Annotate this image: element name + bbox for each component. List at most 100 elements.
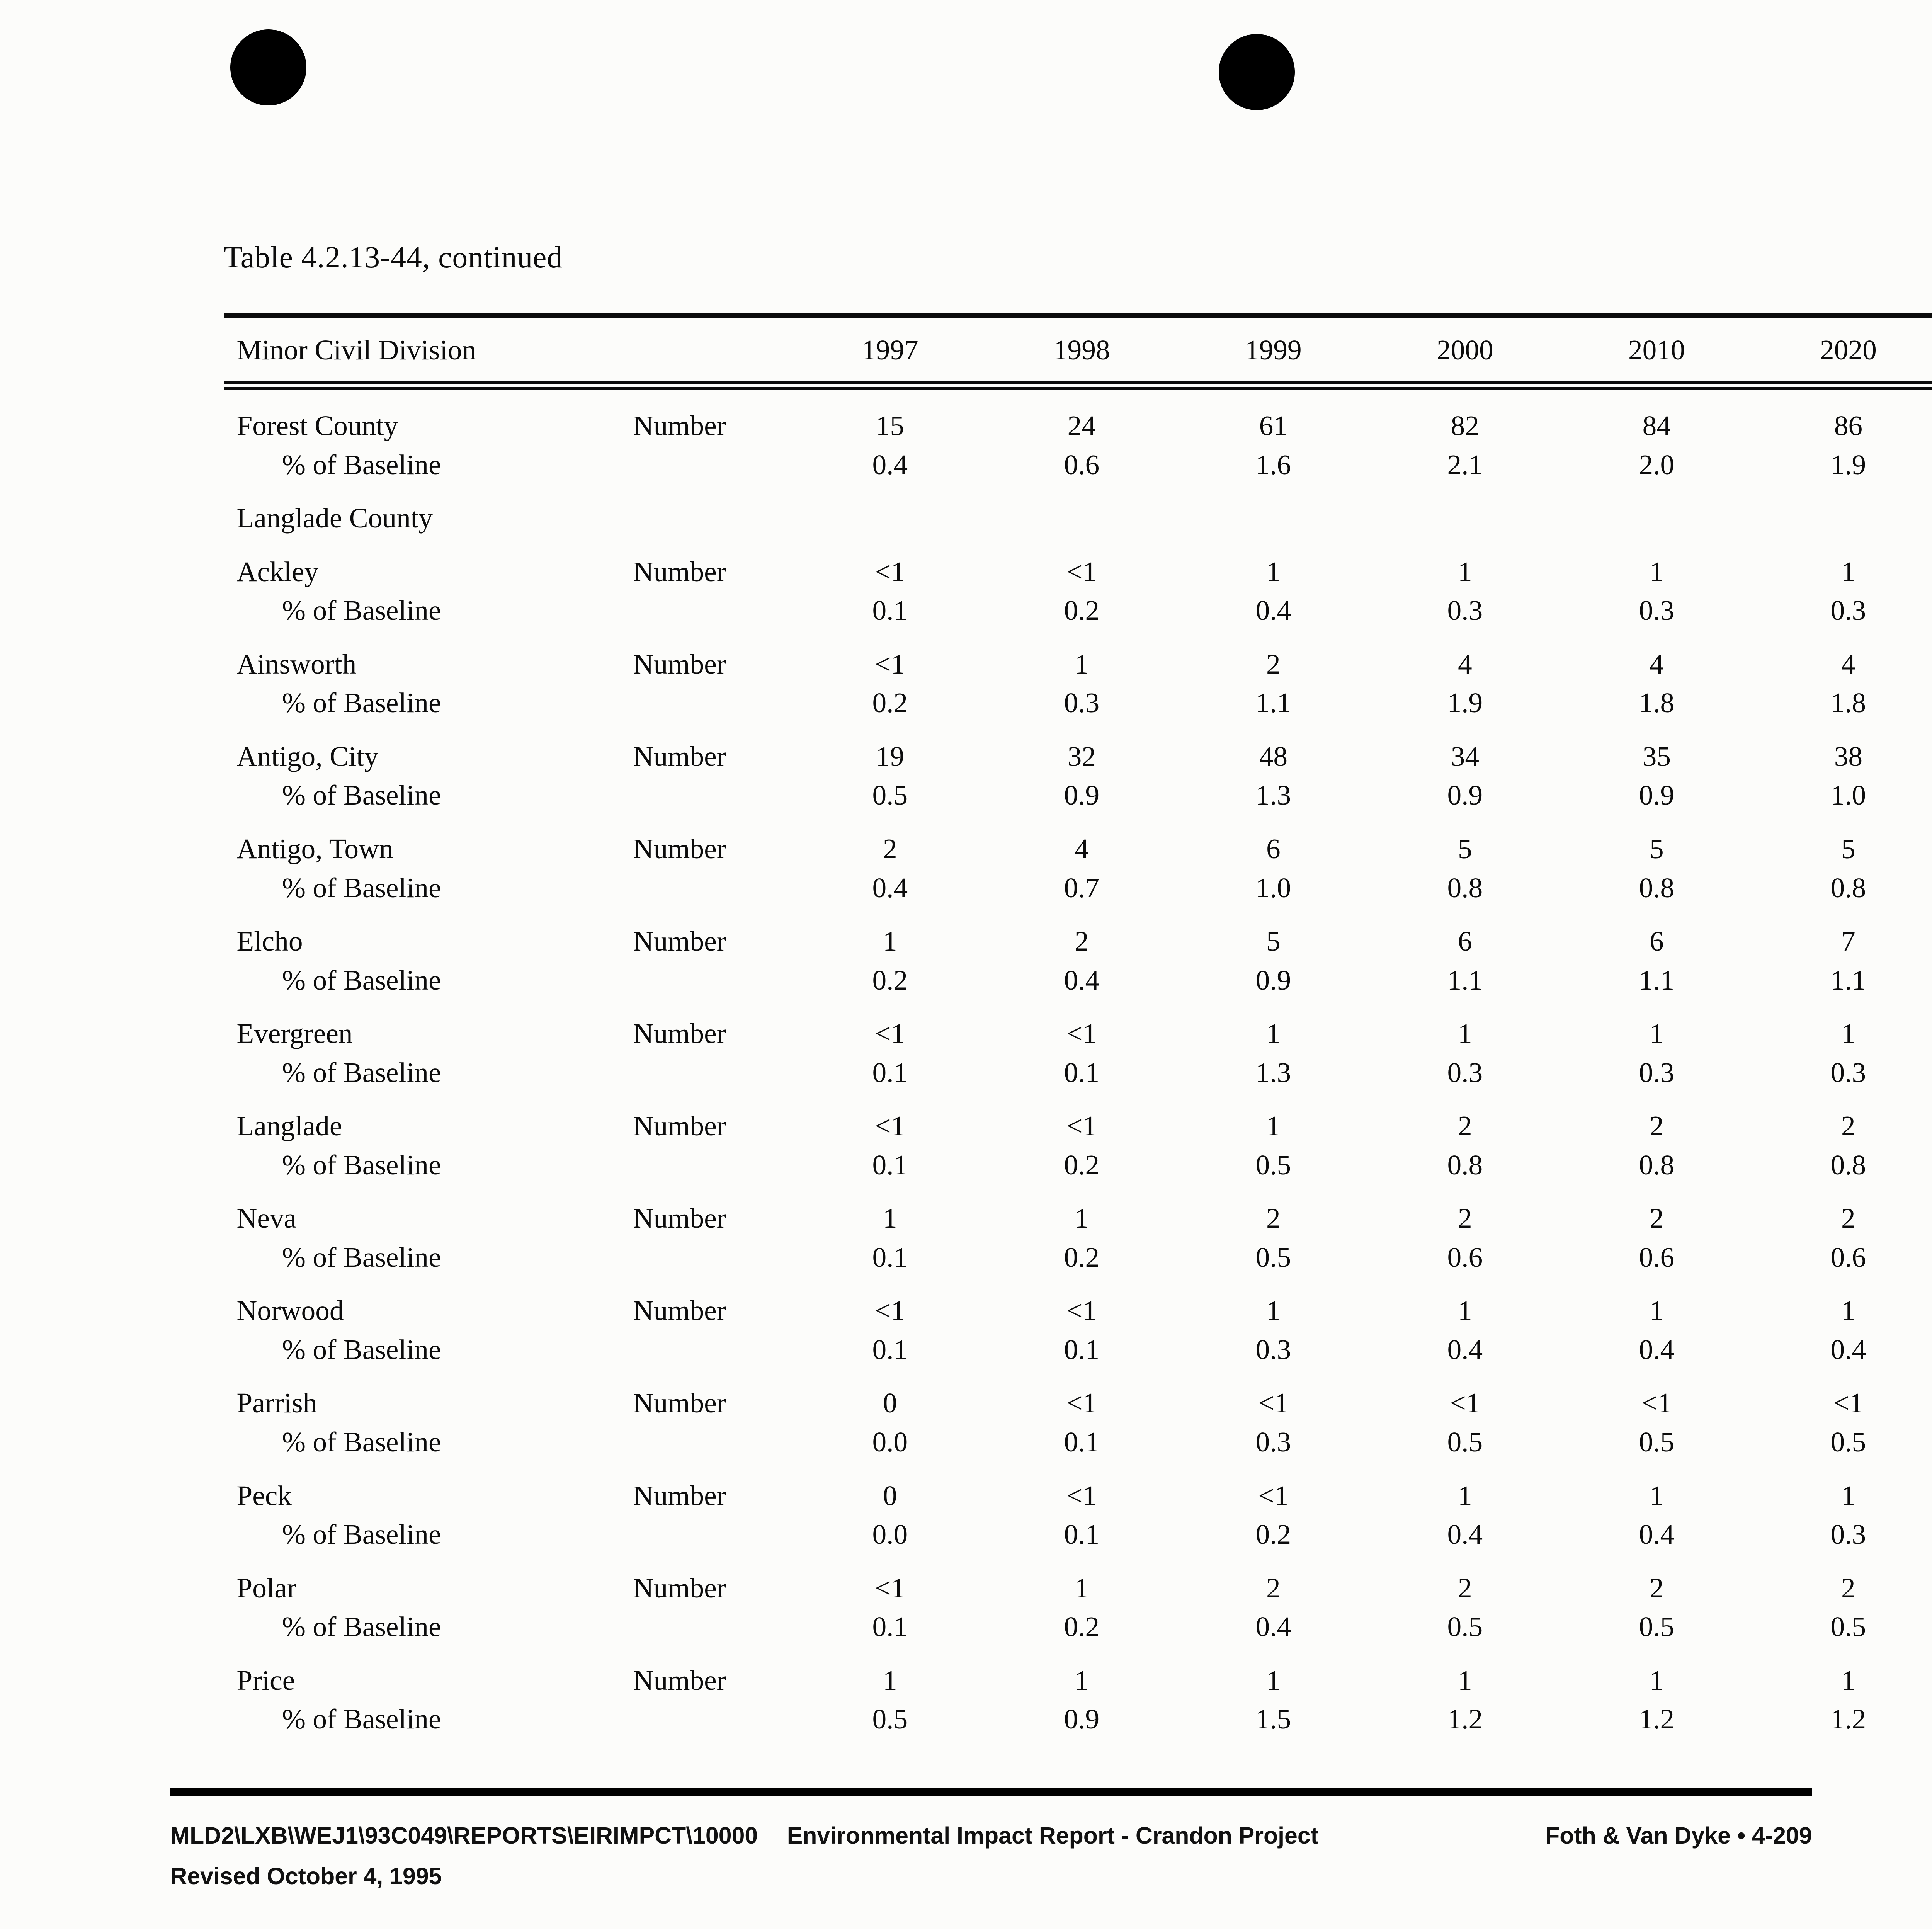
cell-pct-value: 0.2 — [1064, 1241, 1100, 1273]
row-name-cell: Elcho Number — [224, 922, 736, 961]
cell-number-value: 7 — [1841, 925, 1855, 957]
cell-number-value: 4 — [1074, 833, 1089, 864]
cell-pct-value: 0.1 — [872, 1611, 908, 1643]
report-title: Environmental Impact Report - Crandon Pr… — [787, 1822, 1318, 1849]
cell-pct-value: 1.0 — [1255, 872, 1291, 903]
pct-baseline-label: % of Baseline — [282, 1426, 441, 1458]
cell-pct-value: 0.4 — [1639, 1334, 1675, 1365]
cell-number-value: 1 — [1841, 1018, 1855, 1050]
cell-number-value: 1 — [1458, 1664, 1472, 1696]
row-name-cell: Antigo, Town Number — [224, 830, 736, 869]
row-name-cell: Price Number — [224, 1661, 736, 1700]
cell-pct-value: 2.1 — [1447, 449, 1483, 480]
cell-pct-value: 0.5 — [872, 1703, 908, 1735]
row-name-cell: Neva Number — [224, 1199, 736, 1238]
cell-pct-value: 0.9 — [1255, 964, 1291, 996]
column-header-year: 1997 — [861, 334, 918, 366]
cell-number-value: <1 — [1066, 1295, 1097, 1327]
row-number-line: ElchoNumber12566700 — [224, 922, 1932, 961]
cell-number-value: 1 — [1266, 556, 1281, 587]
pct-baseline-label: % of Baseline — [282, 779, 441, 811]
cell-number-value: 0 — [883, 1480, 897, 1511]
cell-pct-value: 1.9 — [1830, 449, 1866, 480]
cell-pct-value: 1.1 — [1447, 964, 1483, 996]
cell-number-value: <1 — [1833, 1387, 1864, 1419]
cell-number-value: 2 — [1650, 1203, 1664, 1234]
cell-number-value: 2 — [1458, 1203, 1472, 1234]
cell-number-value: 1 — [1650, 1480, 1664, 1511]
cell-pct-value: 0.8 — [1447, 872, 1483, 903]
mcd-name: Antigo, Town — [236, 833, 393, 864]
table-header: Minor Civil Division 1997 1998 1999 2000 2010… — [223, 313, 1932, 391]
cell-number-value: 1 — [1841, 1295, 1855, 1327]
cell-number-value: <1 — [1641, 1387, 1672, 1419]
cell-pct-value: 0.2 — [1255, 1519, 1291, 1550]
row-number-line: Forest CountyNumber15246182848621 — [224, 407, 1932, 446]
row-name-cell: Polar Number — [224, 1569, 736, 1608]
cell-pct-value: 1.1 — [1255, 687, 1291, 719]
number-label: Number — [633, 1018, 726, 1050]
cell-pct-value: 0.8 — [1447, 1149, 1483, 1181]
cell-number-value: 4 — [1650, 648, 1664, 680]
column-header-year: 2020 — [1820, 334, 1877, 366]
pct-baseline-label: % of Baseline — [282, 1611, 441, 1643]
cell-pct-value: 0.2 — [872, 687, 908, 719]
column-header-year: 2000 — [1436, 334, 1493, 366]
pct-baseline-label: % of Baseline — [282, 964, 441, 996]
row-number-line: Antigo, CityNumber19324834353820 — [224, 737, 1932, 776]
cell-number-value: 32 — [1067, 740, 1096, 772]
cell-number-value: 1 — [1266, 1664, 1281, 1696]
cell-number-value: 5 — [1650, 833, 1664, 864]
revision-note: Revised October 4, 1995 — [170, 1863, 442, 1889]
cell-pct-value: 0.3 — [1639, 1056, 1675, 1088]
mcd-name: Peck — [236, 1480, 292, 1511]
number-label: Number — [633, 410, 726, 442]
cell-number-value: 1 — [1266, 1018, 1281, 1050]
cell-pct-value: 0.0 — [872, 1426, 908, 1458]
cell-pct-value: 0.3 — [1064, 687, 1100, 719]
cell-number-value: 0 — [883, 1387, 897, 1419]
row-name-cell: Ackley Number — [224, 553, 736, 592]
cell-pct-value: 0.4 — [1064, 964, 1100, 996]
file-path: MLD2\LXB\WEJ1\93C049\REPORTS\EIRIMPCT\10… — [170, 1822, 758, 1849]
cell-number-value: 2 — [1074, 925, 1089, 957]
number-label: Number — [633, 740, 726, 772]
mcd-name: Neva — [236, 1203, 297, 1234]
pct-baseline-label: % of Baseline — [282, 1241, 441, 1273]
cell-pct-value: 0.6 — [1447, 1241, 1483, 1273]
table-body: Forest CountyNumber15246182848621 % of Ba… — [224, 390, 1932, 1739]
cell-number-value: 1 — [1074, 1572, 1089, 1604]
data-table: Minor Civil Division 1997 1998 1999 2000 2010… — [223, 313, 1932, 1739]
column-header-year: 1998 — [1053, 334, 1110, 366]
cell-number-value: 35 — [1642, 740, 1671, 772]
mcd-name: Antigo, City — [236, 740, 379, 772]
cell-pct-value: 0.1 — [872, 595, 908, 626]
cell-pct-value: 0.4 — [1447, 1334, 1483, 1365]
mcd-name: Parrish — [236, 1387, 317, 1419]
cell-pct-value: 2.0 — [1639, 449, 1675, 480]
cell-pct-value: 0.4 — [1255, 595, 1291, 626]
cell-pct-value: 1.3 — [1255, 1056, 1291, 1088]
footer-line: MLD2\LXB\WEJ1\93C049\REPORTS\EIRIMPCT\10… — [170, 1822, 1812, 1849]
cell-number-value: 6 — [1458, 925, 1472, 957]
cell-number-value: 2 — [1841, 1110, 1855, 1142]
cell-pct-value: 0.3 — [1639, 595, 1675, 626]
footer-left: MLD2\LXB\WEJ1\93C049\REPORTS\EIRIMPCT\10… — [170, 1822, 1318, 1849]
cell-pct-value: 0.9 — [1639, 779, 1675, 811]
pct-baseline-label: % of Baseline — [282, 1334, 441, 1365]
cell-number-value: 1 — [1266, 1110, 1281, 1142]
cell-number-value: 1 — [1458, 1018, 1472, 1050]
section-row: Langlade County — [224, 499, 1932, 538]
row-name-cell: Langlade Number — [224, 1107, 736, 1146]
row-name-cell: Peck Number — [224, 1477, 736, 1516]
cell-number-value: 6 — [1266, 833, 1281, 864]
